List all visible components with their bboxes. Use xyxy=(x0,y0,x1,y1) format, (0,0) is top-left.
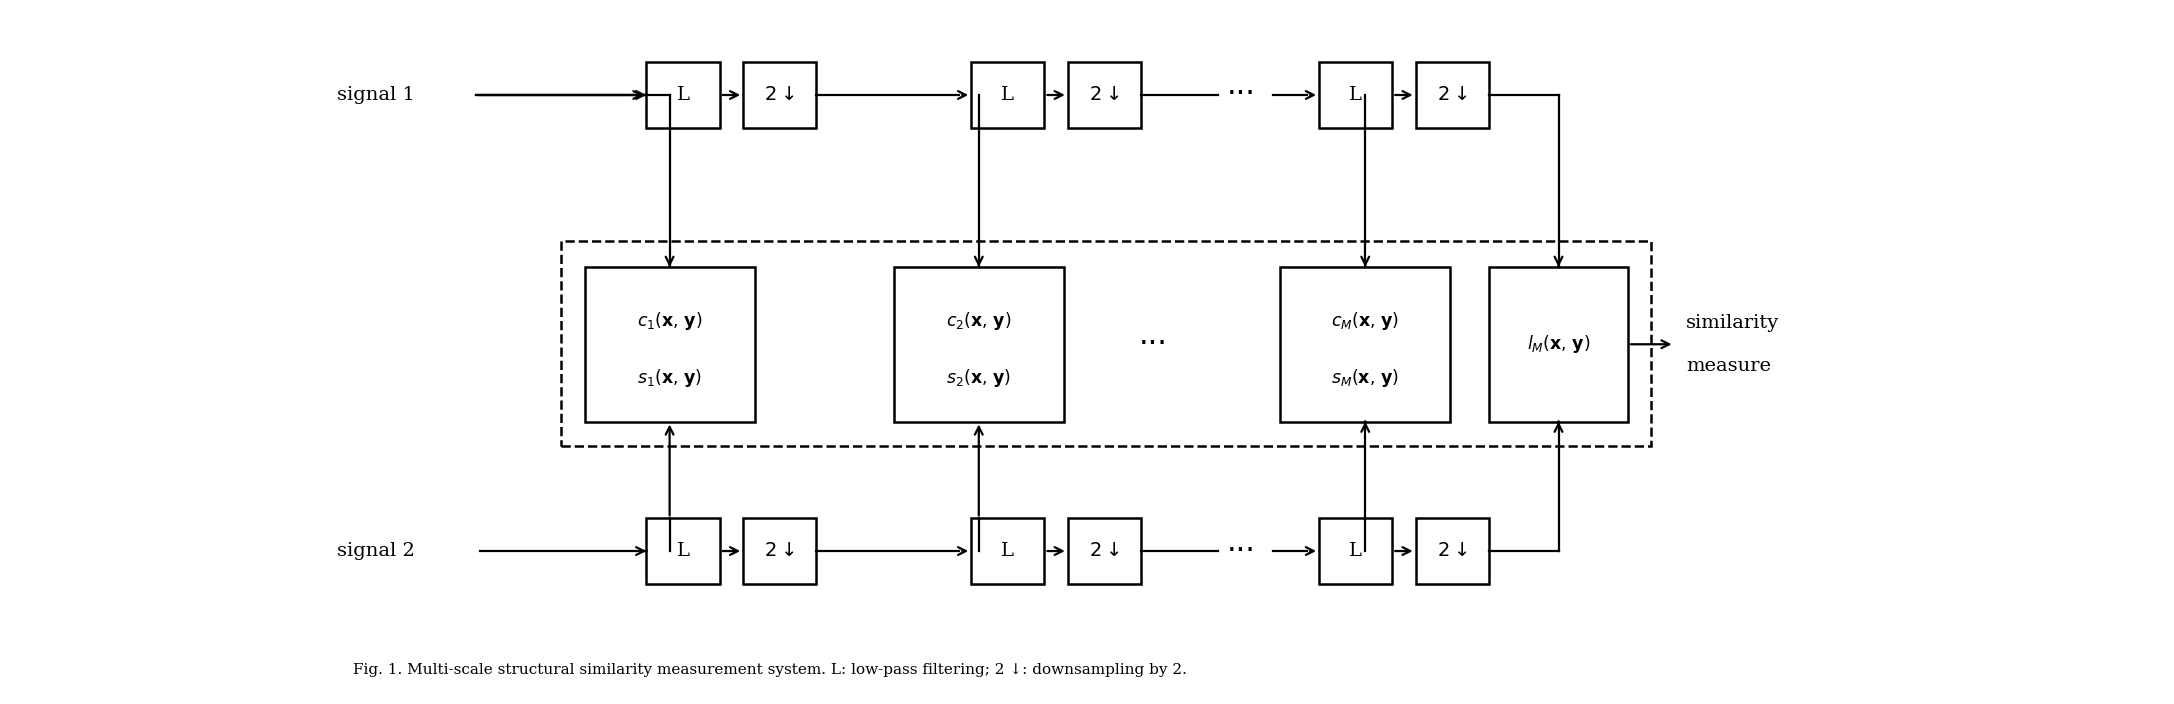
Text: ···: ··· xyxy=(1226,80,1257,110)
Text: $s_M$($\mathbf{x}$, $\mathbf{y}$): $s_M$($\mathbf{x}$, $\mathbf{y}$) xyxy=(1330,367,1400,389)
Bar xyxy=(1489,267,1628,422)
Text: L: L xyxy=(1350,86,1363,104)
Bar xyxy=(1415,518,1489,584)
Bar xyxy=(1280,267,1450,422)
Bar xyxy=(744,518,817,584)
Text: L: L xyxy=(676,542,689,560)
Text: L: L xyxy=(1002,542,1015,560)
Text: $2\downarrow$: $2\downarrow$ xyxy=(765,542,796,560)
Bar xyxy=(1320,518,1391,584)
Text: $2\downarrow$: $2\downarrow$ xyxy=(1089,86,1120,104)
Bar xyxy=(1067,62,1141,128)
Text: Fig. 1. Multi-scale structural similarity measurement system. L: low-pass filter: Fig. 1. Multi-scale structural similarit… xyxy=(352,663,1187,677)
Text: $2\downarrow$: $2\downarrow$ xyxy=(1437,542,1467,560)
Bar xyxy=(972,518,1044,584)
Text: $c_M$($\mathbf{x}$, $\mathbf{y}$): $c_M$($\mathbf{x}$, $\mathbf{y}$) xyxy=(1330,310,1400,332)
Text: $2\downarrow$: $2\downarrow$ xyxy=(1089,542,1120,560)
Text: $2\downarrow$: $2\downarrow$ xyxy=(1437,86,1467,104)
Bar xyxy=(744,62,817,128)
Bar xyxy=(561,241,1652,446)
Text: signal 2: signal 2 xyxy=(337,542,415,560)
Text: $c_1$($\mathbf{x}$, $\mathbf{y}$): $c_1$($\mathbf{x}$, $\mathbf{y}$) xyxy=(637,310,702,332)
Text: $s_1$($\mathbf{x}$, $\mathbf{y}$): $s_1$($\mathbf{x}$, $\mathbf{y}$) xyxy=(637,367,702,389)
Text: ···: ··· xyxy=(1139,329,1167,359)
Bar xyxy=(972,62,1044,128)
Bar xyxy=(646,518,720,584)
Text: similarity: similarity xyxy=(1687,313,1778,332)
Text: measure: measure xyxy=(1687,357,1772,375)
Text: $l_M$($\mathbf{x}$, $\mathbf{y}$): $l_M$($\mathbf{x}$, $\mathbf{y}$) xyxy=(1526,333,1589,356)
Text: $c_2$($\mathbf{x}$, $\mathbf{y}$): $c_2$($\mathbf{x}$, $\mathbf{y}$) xyxy=(946,310,1011,332)
Text: L: L xyxy=(676,86,689,104)
Text: L: L xyxy=(1002,86,1015,104)
Text: $s_2$($\mathbf{x}$, $\mathbf{y}$): $s_2$($\mathbf{x}$, $\mathbf{y}$) xyxy=(946,367,1011,389)
Bar xyxy=(1415,62,1489,128)
Bar xyxy=(1067,518,1141,584)
Text: L: L xyxy=(1350,542,1363,560)
Bar xyxy=(646,62,720,128)
Bar xyxy=(894,267,1063,422)
Bar xyxy=(585,267,754,422)
Text: ···: ··· xyxy=(1226,536,1257,565)
Bar xyxy=(1320,62,1391,128)
Text: $2\downarrow$: $2\downarrow$ xyxy=(765,86,796,104)
Text: signal 1: signal 1 xyxy=(337,86,415,104)
